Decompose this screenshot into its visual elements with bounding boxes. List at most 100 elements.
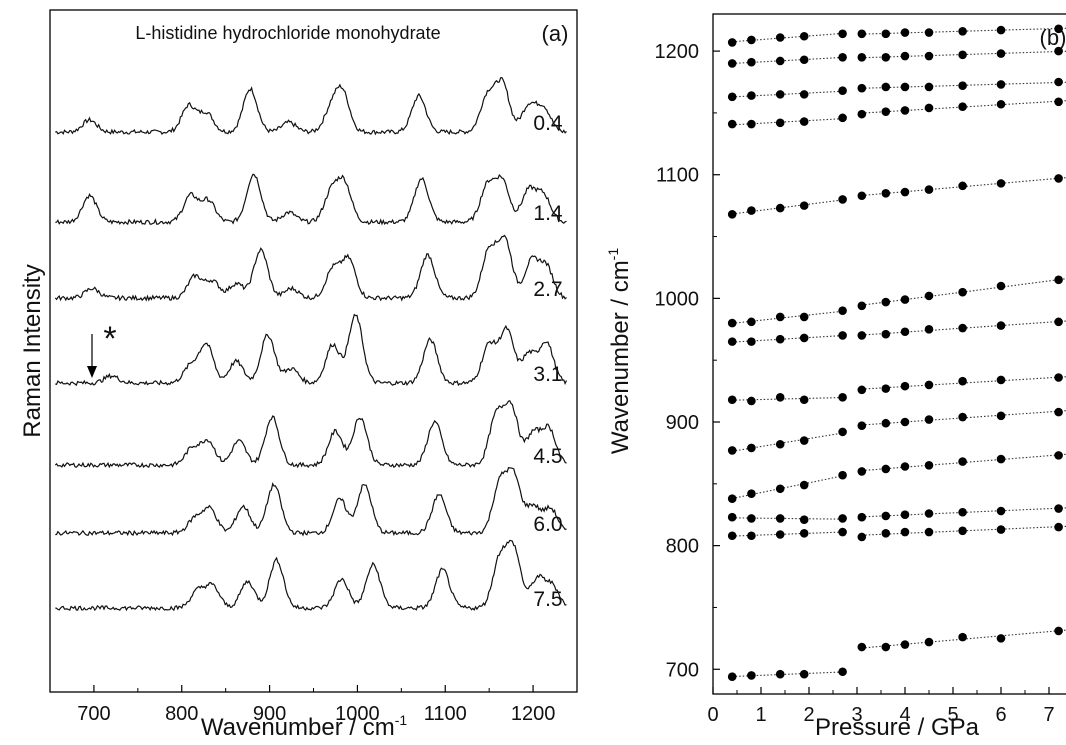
mode-data-point bbox=[958, 376, 967, 386]
mode-data-point bbox=[996, 80, 1006, 89]
mode-data-point bbox=[1054, 451, 1063, 460]
mode-data-point bbox=[900, 82, 910, 92]
panel-a-x-tick-label: 1100 bbox=[424, 703, 467, 725]
panel-b-series bbox=[727, 24, 1066, 681]
mode-data-point bbox=[747, 91, 756, 100]
mode-data-point bbox=[881, 52, 891, 62]
mode-data-point bbox=[838, 306, 847, 316]
mode-data-point bbox=[775, 312, 785, 322]
mode-fit-line bbox=[861, 177, 1066, 197]
mode-data-point bbox=[996, 525, 1006, 534]
mode-data-point bbox=[727, 318, 737, 328]
mode-data-point bbox=[1054, 317, 1063, 327]
mode-data-point bbox=[996, 281, 1006, 291]
mode-data-point bbox=[881, 384, 891, 393]
mode-data-point bbox=[881, 29, 891, 39]
mode-data-point bbox=[727, 512, 737, 522]
mode-data-point bbox=[900, 462, 910, 471]
spectrum-line bbox=[55, 76, 567, 136]
mode-data-point bbox=[881, 642, 891, 652]
panel-a-x-ticks: 700 800 900 1000 1100 1200 bbox=[49, 685, 578, 725]
mode-fit-line bbox=[861, 507, 1066, 518]
mode-data-point bbox=[799, 515, 809, 524]
panel-b-ylabel: Wavenumber / cm-1 bbox=[605, 248, 634, 454]
mode-data-point bbox=[727, 209, 737, 219]
mode-data-point bbox=[881, 528, 891, 538]
mode-fit-line bbox=[861, 27, 1066, 35]
mode-data-point bbox=[958, 507, 967, 517]
mode-data-point bbox=[838, 392, 847, 402]
mode-data-point bbox=[1054, 77, 1063, 87]
mode-data-point bbox=[838, 514, 847, 523]
mode-data-point bbox=[996, 49, 1006, 58]
mode-data-point bbox=[1054, 46, 1063, 56]
mode-data-point bbox=[958, 457, 967, 466]
annotation-asterisk: * bbox=[103, 320, 116, 358]
mode-data-point bbox=[747, 337, 756, 346]
mode-data-point bbox=[996, 454, 1006, 464]
panel-b-y-tick-label: 1100 bbox=[656, 165, 699, 187]
mode-data-point bbox=[881, 82, 891, 92]
mode-data-point bbox=[857, 421, 867, 431]
mode-data-point bbox=[996, 375, 1006, 385]
mode-data-point bbox=[775, 90, 785, 99]
mode-fit-line bbox=[861, 278, 1066, 306]
panel-b-y-tick-label: 1200 bbox=[655, 41, 700, 63]
mode-data-point bbox=[747, 489, 756, 499]
mode-data-point bbox=[881, 511, 891, 521]
spectrum-line bbox=[55, 173, 567, 226]
mode-data-point bbox=[1054, 504, 1063, 513]
mode-data-point bbox=[996, 634, 1006, 643]
mode-data-point bbox=[727, 119, 737, 129]
mode-data-point bbox=[857, 331, 867, 340]
mode-data-point bbox=[958, 181, 967, 191]
mode-data-point bbox=[799, 436, 809, 445]
panel-b-x-tick-label: 3 bbox=[851, 704, 862, 726]
panel-a: L-histidine hydrochloride monohydrate (a… bbox=[19, 9, 578, 741]
mode-data-point bbox=[958, 412, 967, 422]
mode-data-point bbox=[924, 82, 934, 92]
mode-data-point bbox=[857, 512, 867, 522]
mode-data-point bbox=[900, 295, 910, 304]
panel-a-x-tick-label: 700 bbox=[77, 703, 110, 725]
mode-data-point bbox=[747, 119, 756, 129]
mode-data-point bbox=[881, 329, 891, 339]
mode-data-point bbox=[838, 195, 847, 204]
mode-data-point bbox=[958, 632, 967, 642]
panel-b-x-tick-label: 7 bbox=[1043, 704, 1054, 726]
spectrum-line bbox=[55, 313, 568, 387]
spectrum-pressure-label: 4.5 bbox=[533, 445, 562, 468]
mode-data-point bbox=[747, 671, 756, 680]
mode-data-point bbox=[924, 324, 934, 334]
mode-data-point bbox=[775, 514, 785, 523]
mode-data-point bbox=[881, 418, 891, 428]
spectrum-pressure-label: 1.4 bbox=[533, 202, 563, 225]
panel-a-x-tick-label: 1200 bbox=[511, 703, 556, 725]
panel-b-x-tick-label: 5 bbox=[947, 704, 958, 726]
mode-data-point bbox=[727, 494, 737, 503]
mode-data-point bbox=[924, 51, 934, 61]
panel-b-x-tick-label: 1 bbox=[755, 704, 766, 726]
mode-fit-line bbox=[861, 376, 1066, 390]
mode-data-point bbox=[838, 470, 847, 480]
annotation-arrow-head bbox=[87, 366, 97, 378]
mode-data-point bbox=[881, 188, 891, 198]
panel-a-annotation: * bbox=[87, 320, 117, 378]
panel-a-pressure-labels: 0.4 1.4 2.7 3.1 4.5 6.0 7.5 bbox=[533, 112, 563, 611]
panel-a-x-tick-label: 900 bbox=[253, 703, 286, 725]
mode-data-point bbox=[900, 28, 910, 37]
mode-data-point bbox=[924, 380, 934, 390]
mode-data-point bbox=[838, 427, 847, 437]
mode-data-point bbox=[996, 25, 1006, 35]
panel-b-x-tick-label: 2 bbox=[803, 704, 814, 726]
mode-data-point bbox=[900, 187, 910, 197]
panel-b-y-tick-label: 1000 bbox=[655, 288, 700, 310]
mode-data-point bbox=[900, 51, 910, 61]
mode-data-point bbox=[799, 117, 809, 126]
panel-a-xlabel: Wavenumber / cm-1 bbox=[201, 712, 407, 741]
mode-data-point bbox=[747, 396, 756, 406]
mode-data-point bbox=[775, 203, 785, 213]
